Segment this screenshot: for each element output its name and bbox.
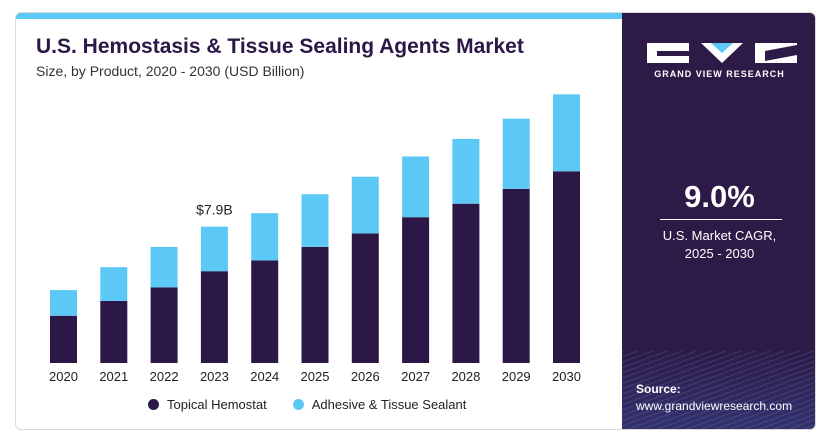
x-tick-label-2025: 2025 bbox=[301, 369, 330, 384]
bar-topical-hemostat-2029 bbox=[502, 188, 530, 363]
decorative-pattern bbox=[622, 351, 815, 429]
legend-swatch-topical-hemostat bbox=[148, 399, 159, 410]
x-tick-label-2028: 2028 bbox=[451, 369, 480, 384]
x-tick-label-2020: 2020 bbox=[49, 369, 78, 384]
source-url[interactable]: www.grandviewresearch.com bbox=[636, 399, 793, 413]
data-label-2023: $7.9B bbox=[196, 202, 233, 218]
bar-adhesive-tissue-sealant-2030 bbox=[553, 94, 580, 172]
x-tick-label-2023: 2023 bbox=[200, 369, 229, 384]
bar-adhesive-tissue-sealant-2020 bbox=[50, 290, 77, 316]
bar-adhesive-tissue-sealant-2025 bbox=[301, 194, 329, 247]
x-tick-label-2027: 2027 bbox=[401, 369, 430, 384]
bar-topical-hemostat-2024 bbox=[251, 260, 279, 363]
chart-subtitle: Size, by Product, 2020 - 2030 (USD Billi… bbox=[36, 63, 305, 79]
bar-adhesive-tissue-sealant-2028 bbox=[452, 138, 480, 204]
source-label: Source: bbox=[636, 382, 681, 396]
bar-topical-hemostat-2020 bbox=[50, 315, 77, 363]
bar-topical-hemostat-2022 bbox=[150, 287, 178, 363]
x-tick-label-2026: 2026 bbox=[351, 369, 380, 384]
bar-adhesive-tissue-sealant-2029 bbox=[502, 118, 530, 189]
bar-topical-hemostat-2026 bbox=[351, 233, 379, 363]
grand-view-research-logo bbox=[647, 43, 797, 63]
cagr-label-line1: U.S. Market CAGR, bbox=[662, 228, 777, 243]
legend-swatch-adhesive-tissue-sealant bbox=[292, 399, 304, 410]
legend: Topical Hemostat Adhesive & Tissue Seala… bbox=[148, 397, 466, 412]
bar-adhesive-tissue-sealant-2021 bbox=[100, 267, 128, 301]
accent-bar bbox=[16, 13, 622, 19]
bar-adhesive-tissue-sealant-2023 bbox=[200, 226, 228, 272]
x-tick-label-2021: 2021 bbox=[99, 369, 128, 384]
side-panel: GRAND VIEW RESEARCH 9.0% U.S. Market CAG… bbox=[622, 13, 815, 429]
bar-topical-hemostat-2030 bbox=[553, 171, 580, 363]
bar-adhesive-tissue-sealant-2022 bbox=[150, 246, 178, 288]
legend-item-adhesive-tissue-sealant: Adhesive & Tissue Sealant bbox=[292, 397, 467, 412]
bar-topical-hemostat-2028 bbox=[452, 203, 480, 363]
bar-topical-hemostat-2025 bbox=[301, 246, 329, 363]
cagr-value: 9.0% bbox=[684, 179, 755, 214]
bar-adhesive-tissue-sealant-2027 bbox=[402, 156, 430, 218]
cagr-label-line2: 2025 - 2030 bbox=[684, 246, 755, 261]
chart-card: U.S. Hemostasis & Tissue Sealing Agents … bbox=[15, 12, 816, 430]
x-tick-label-2024: 2024 bbox=[250, 369, 279, 384]
x-tick-label-2030: 2030 bbox=[552, 369, 581, 384]
bar-topical-hemostat-2023 bbox=[200, 271, 228, 363]
legend-label-adhesive-tissue-sealant: Adhesive & Tissue Sealant bbox=[311, 397, 467, 412]
x-tick-label-2029: 2029 bbox=[502, 369, 531, 384]
chart-area: U.S. Hemostasis & Tissue Sealing Agents … bbox=[16, 13, 622, 429]
cagr-divider bbox=[660, 219, 782, 220]
bar-topical-hemostat-2021 bbox=[100, 300, 128, 363]
legend-item-topical-hemostat: Topical Hemostat bbox=[148, 397, 267, 412]
chart-title: U.S. Hemostasis & Tissue Sealing Agents … bbox=[36, 35, 524, 58]
bar-adhesive-tissue-sealant-2024 bbox=[251, 213, 279, 261]
brand-name: GRAND VIEW RESEARCH bbox=[654, 69, 785, 79]
x-tick-label-2022: 2022 bbox=[150, 369, 179, 384]
stacked-bar-chart: 2020 2021 2022 2023 2024 2025 2026 2027 2028 2029… bbox=[49, 94, 581, 384]
legend-label-topical-hemostat: Topical Hemostat bbox=[167, 397, 267, 412]
bar-adhesive-tissue-sealant-2026 bbox=[351, 176, 379, 234]
bar-topical-hemostat-2027 bbox=[402, 217, 430, 363]
cagr-label: U.S. Market CAGR, 2025 - 2030 bbox=[622, 227, 815, 263]
